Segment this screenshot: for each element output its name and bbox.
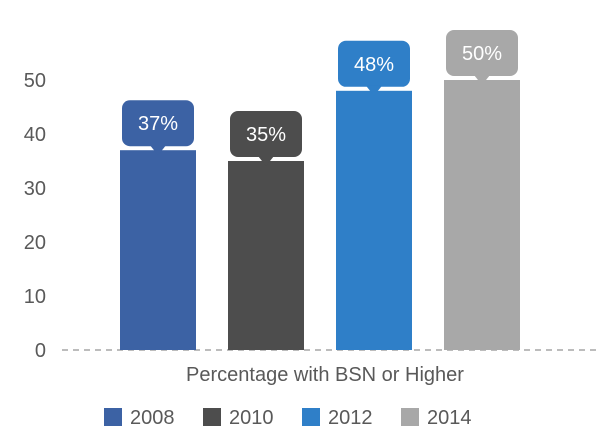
legend-swatch [203, 408, 221, 426]
x-category-label: Percentage with BSN or Higher [186, 364, 464, 386]
bar-2010 [228, 161, 304, 350]
data-label-text: 50% [462, 43, 502, 65]
data-label-text: 35% [246, 124, 286, 146]
legend: 2008 2010 2012 2014 [104, 407, 472, 428]
legend-swatch [401, 408, 419, 426]
legend-item-2010: 2010 [203, 407, 274, 428]
y-axis: 0 10 20 30 40 50 [24, 70, 46, 362]
data-label-2010: 35% [230, 111, 302, 166]
y-tick-label: 50 [24, 70, 46, 92]
legend-label: 2010 [229, 407, 274, 428]
data-label-text: 37% [138, 113, 178, 135]
data-label-2008: 37% [122, 100, 194, 156]
legend-label: 2014 [427, 407, 472, 428]
callout-box [230, 111, 302, 157]
callout-pointer [474, 75, 490, 85]
callout-pointer [258, 156, 274, 166]
y-tick-label: 10 [24, 286, 46, 308]
data-label-2014: 50% [446, 30, 518, 85]
data-labels: 37% 35% 48% 50% [122, 30, 518, 166]
callout-pointer [366, 85, 382, 96]
data-label-text: 48% [354, 54, 394, 76]
legend-swatch [302, 408, 320, 426]
bars [120, 80, 520, 351]
bar-2012 [336, 90, 412, 351]
y-tick-label: 0 [35, 340, 46, 362]
bar-2008 [120, 150, 196, 350]
legend-label: 2008 [130, 407, 175, 428]
legend-item-2008: 2008 [104, 407, 175, 428]
legend-item-2014: 2014 [401, 407, 472, 428]
legend-label: 2012 [328, 407, 373, 428]
callout-box [338, 40, 410, 87]
legend-item-2012: 2012 [302, 407, 373, 428]
y-tick-label: 40 [24, 124, 46, 146]
callout-pointer [150, 145, 166, 156]
bar-2014 [444, 80, 520, 350]
callout-box [122, 100, 194, 147]
legend-swatch [104, 408, 122, 426]
data-label-2012: 48% [338, 40, 410, 96]
y-tick-label: 20 [24, 232, 46, 254]
y-tick-label: 30 [24, 178, 46, 200]
callout-box [446, 30, 518, 76]
